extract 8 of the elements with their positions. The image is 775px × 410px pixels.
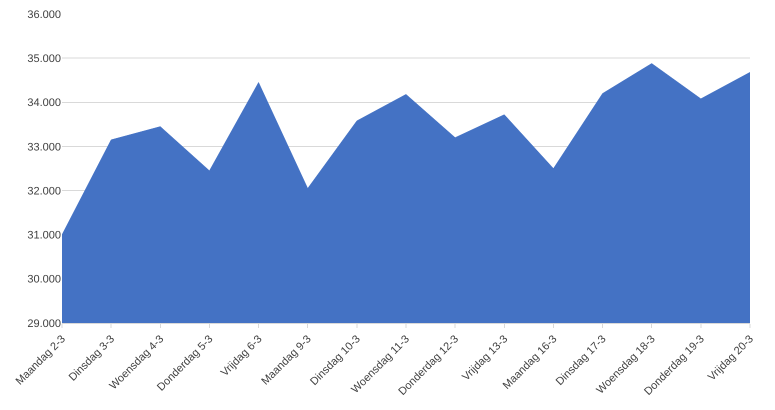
y-tick-label: 30.000 — [27, 274, 61, 286]
y-tick-label: 33.000 — [27, 141, 61, 154]
y-tick-label: 35.000 — [27, 52, 61, 65]
y-tick-label: 34.000 — [27, 97, 61, 110]
y-tick-label: 31.000 — [27, 230, 61, 242]
y-tick-label: 32.000 — [27, 185, 61, 198]
y-tick-label: 36.000 — [27, 8, 61, 21]
y-tick-label: 29.000 — [27, 318, 61, 330]
